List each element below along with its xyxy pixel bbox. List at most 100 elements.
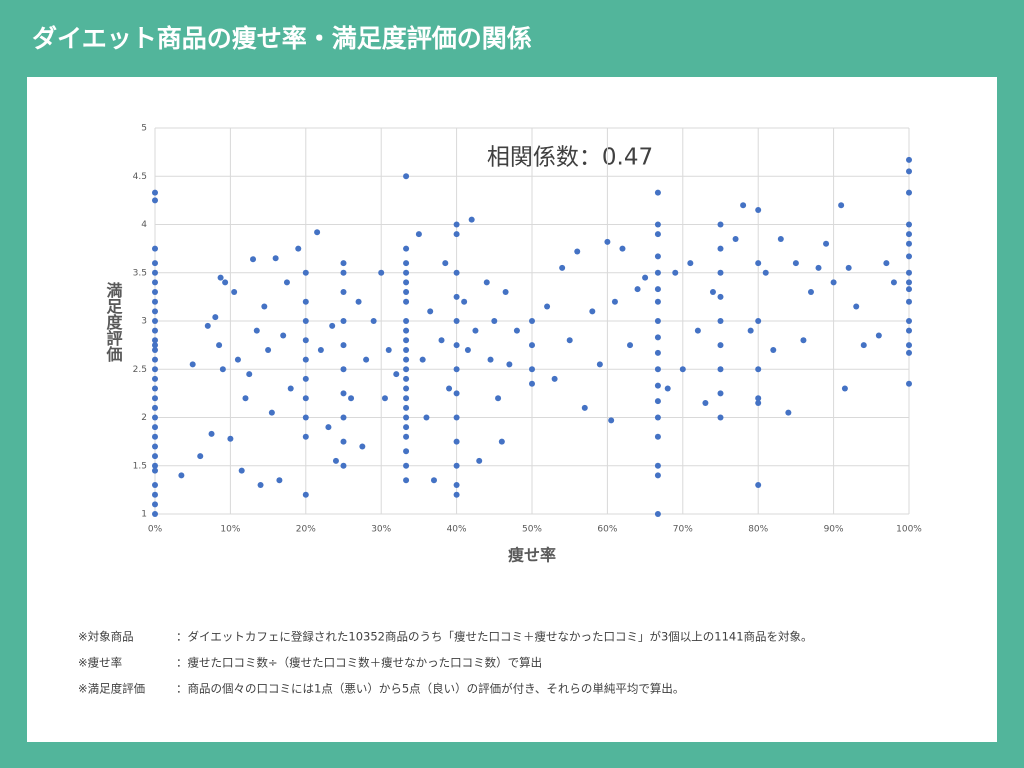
point — [403, 356, 410, 363]
point — [654, 398, 661, 405]
point — [551, 375, 558, 382]
point — [152, 260, 158, 267]
point — [717, 221, 724, 228]
point — [487, 356, 494, 363]
point — [654, 414, 661, 421]
point — [152, 189, 158, 196]
point — [906, 189, 912, 196]
point — [152, 462, 158, 469]
point — [340, 260, 347, 267]
x-tick-label: 70% — [673, 525, 693, 535]
point — [838, 202, 845, 209]
point — [717, 269, 724, 276]
point — [355, 298, 362, 305]
y-tick-label: 1 — [141, 510, 147, 520]
point — [403, 414, 410, 421]
point — [359, 443, 366, 450]
point — [419, 356, 426, 363]
point — [403, 424, 410, 431]
point — [654, 286, 661, 293]
point — [755, 400, 762, 407]
point — [654, 221, 661, 228]
point — [403, 346, 410, 353]
point — [152, 346, 158, 353]
point — [152, 298, 158, 305]
point — [276, 477, 283, 484]
point — [217, 274, 224, 281]
point — [747, 327, 754, 334]
point — [272, 255, 279, 262]
point — [325, 424, 332, 431]
point — [642, 274, 649, 281]
point — [332, 457, 339, 464]
point — [302, 414, 309, 421]
point — [453, 269, 460, 276]
point — [559, 264, 566, 271]
point — [654, 269, 661, 276]
point — [529, 342, 535, 349]
point — [403, 404, 410, 411]
point — [152, 467, 158, 474]
point — [717, 318, 724, 324]
point — [544, 303, 551, 310]
point — [152, 501, 158, 508]
point — [152, 279, 158, 286]
point — [483, 279, 490, 286]
point — [403, 433, 410, 440]
point — [654, 462, 661, 469]
point — [777, 235, 784, 242]
point — [491, 318, 498, 324]
point — [246, 371, 253, 378]
point — [152, 404, 158, 411]
point — [476, 457, 483, 464]
point — [755, 395, 762, 402]
point — [453, 462, 460, 469]
point — [453, 231, 460, 238]
point — [702, 400, 709, 407]
point — [152, 245, 158, 252]
point — [152, 318, 158, 324]
point — [906, 349, 912, 356]
point — [461, 298, 468, 305]
point — [280, 332, 287, 339]
point — [403, 385, 410, 392]
point — [423, 414, 430, 421]
point — [204, 322, 211, 329]
point — [740, 202, 747, 209]
point — [403, 279, 410, 286]
x-tick-label: 20% — [296, 525, 316, 535]
point — [340, 289, 347, 296]
point — [785, 409, 792, 416]
point — [403, 298, 410, 305]
point — [906, 240, 912, 247]
point — [152, 511, 158, 517]
point — [302, 395, 309, 402]
point — [295, 245, 302, 252]
point — [611, 298, 618, 305]
point — [283, 279, 290, 286]
y-axis-label: 満足度評価 — [104, 281, 124, 362]
point — [317, 346, 324, 353]
point — [152, 453, 158, 460]
y-tick-label: 3 — [141, 317, 147, 327]
point — [453, 414, 460, 421]
x-tick-label: 90% — [824, 525, 844, 535]
point — [430, 477, 437, 484]
point — [906, 342, 912, 349]
point — [403, 366, 410, 373]
point — [403, 269, 410, 276]
point — [634, 286, 641, 293]
point — [302, 433, 309, 440]
point — [654, 318, 661, 324]
point — [152, 482, 158, 489]
point — [403, 477, 410, 484]
point — [152, 269, 158, 276]
point — [453, 221, 460, 228]
point — [654, 382, 661, 389]
point — [340, 366, 347, 373]
point — [370, 318, 377, 324]
point — [302, 356, 309, 363]
point — [694, 327, 701, 334]
point — [529, 366, 535, 373]
point — [792, 260, 799, 267]
